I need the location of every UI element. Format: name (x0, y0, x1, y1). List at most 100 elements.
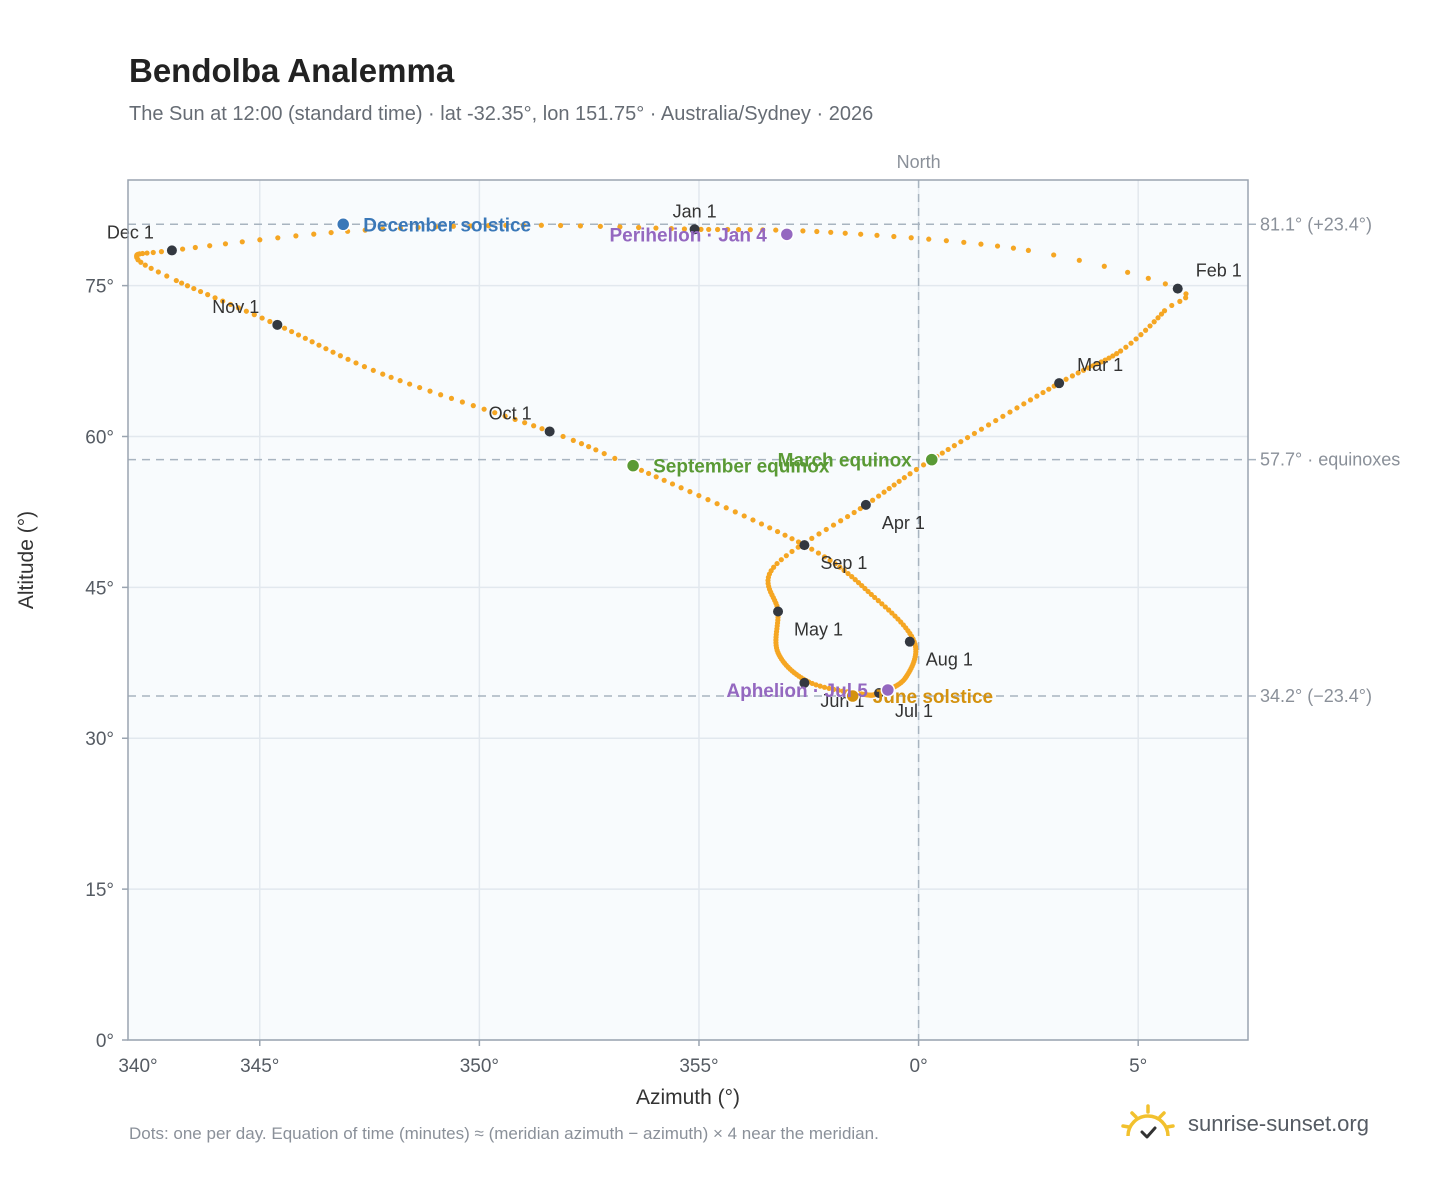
day-dot (388, 374, 394, 380)
day-dot (184, 283, 191, 289)
plot-frame (127, 179, 1249, 1041)
day-dot (1069, 373, 1076, 379)
day-dot (492, 410, 498, 416)
day-dot (891, 482, 897, 488)
day-dot (774, 560, 780, 567)
day-dot (459, 399, 465, 405)
month-label: Nov 1 (212, 297, 259, 317)
day-dot (1014, 405, 1020, 411)
day-dot (1027, 397, 1034, 403)
y-tick-label: 0° (96, 1031, 114, 1052)
day-dot (370, 367, 376, 373)
day-dot (823, 526, 829, 533)
plot-area (128, 180, 1248, 1040)
day-dot (251, 312, 257, 318)
day-dot (828, 229, 834, 235)
day-dot (773, 227, 779, 233)
day-dot (1177, 298, 1183, 304)
day-dot (886, 485, 892, 492)
day-dot (539, 426, 545, 432)
day-dot (891, 233, 897, 240)
y-tick-label: 75° (85, 277, 114, 298)
day-dot (778, 557, 784, 563)
day-dot (844, 513, 851, 520)
day-dot (920, 462, 927, 468)
day-dot (1102, 357, 1108, 363)
day-dot (1169, 302, 1175, 309)
x-tick-label: 345° (240, 1056, 279, 1077)
day-dot (943, 238, 949, 244)
day-dot (851, 509, 857, 516)
day-dot (1085, 365, 1091, 371)
day-dot (767, 525, 773, 531)
month-marker (773, 606, 784, 617)
day-dot (531, 423, 537, 429)
day-dot (212, 295, 218, 301)
day-dot (502, 413, 508, 419)
day-dot (433, 224, 439, 230)
y-tick-label: 30° (85, 729, 114, 750)
event-marker (880, 682, 896, 698)
day-dot (789, 548, 795, 555)
day-dot (1145, 275, 1151, 281)
day-dot (1094, 361, 1100, 367)
day-dot (678, 485, 684, 491)
day-dot (330, 349, 336, 355)
day-dot (316, 342, 322, 348)
brand[interactable]: sunrise-sunset.org (1120, 1102, 1369, 1146)
day-dot (747, 227, 753, 233)
month-marker (799, 540, 810, 551)
day-dot (311, 231, 317, 237)
day-dot (945, 446, 951, 453)
day-dot (337, 353, 343, 359)
day-dot (1007, 409, 1013, 415)
day-dot (597, 223, 603, 229)
day-dot (849, 574, 855, 580)
day-dot (1046, 386, 1052, 392)
day-dot (1025, 247, 1031, 254)
day-dot (732, 509, 738, 515)
day-dot (1110, 353, 1116, 359)
day-dot (821, 554, 828, 560)
brand-name[interactable]: sunrise-sunset.org (1188, 1111, 1369, 1136)
day-dot (205, 292, 211, 298)
day-dot (1040, 389, 1046, 396)
event-marker (845, 688, 860, 704)
day-dot (714, 501, 720, 507)
day-dot (939, 450, 945, 456)
day-dot (668, 225, 674, 232)
event-label: June solstice (873, 687, 993, 708)
day-dot (653, 474, 659, 480)
day-dot (958, 439, 964, 445)
day-dot (417, 384, 423, 391)
day-dot (800, 228, 806, 234)
day-dot (827, 557, 833, 563)
day-dot (835, 687, 841, 693)
day-dot (750, 517, 756, 523)
day-dot (1114, 351, 1120, 357)
month-label: Aug 1 (926, 650, 973, 670)
event-marker (924, 452, 940, 467)
day-dot (876, 493, 882, 499)
x-tick-label: 0° (910, 1056, 928, 1077)
month-marker (166, 245, 177, 256)
day-dot (243, 308, 249, 314)
day-dot (560, 433, 566, 440)
day-dot (789, 536, 795, 542)
day-dot (758, 521, 765, 527)
day-dot (840, 688, 846, 694)
day-dot (901, 475, 907, 481)
day-dot (994, 243, 1001, 249)
day-dot (1143, 327, 1149, 333)
day-dot (139, 250, 146, 257)
day-dot (889, 610, 895, 616)
day-dot (1080, 367, 1087, 373)
month-marker (904, 636, 915, 647)
day-dot (636, 224, 642, 231)
day-dot (815, 550, 822, 556)
day-dot (1161, 308, 1168, 314)
day-dot (1138, 332, 1144, 338)
x-tick-label: 350° (460, 1056, 499, 1077)
day-dot (257, 237, 263, 243)
day-dot (760, 227, 766, 233)
